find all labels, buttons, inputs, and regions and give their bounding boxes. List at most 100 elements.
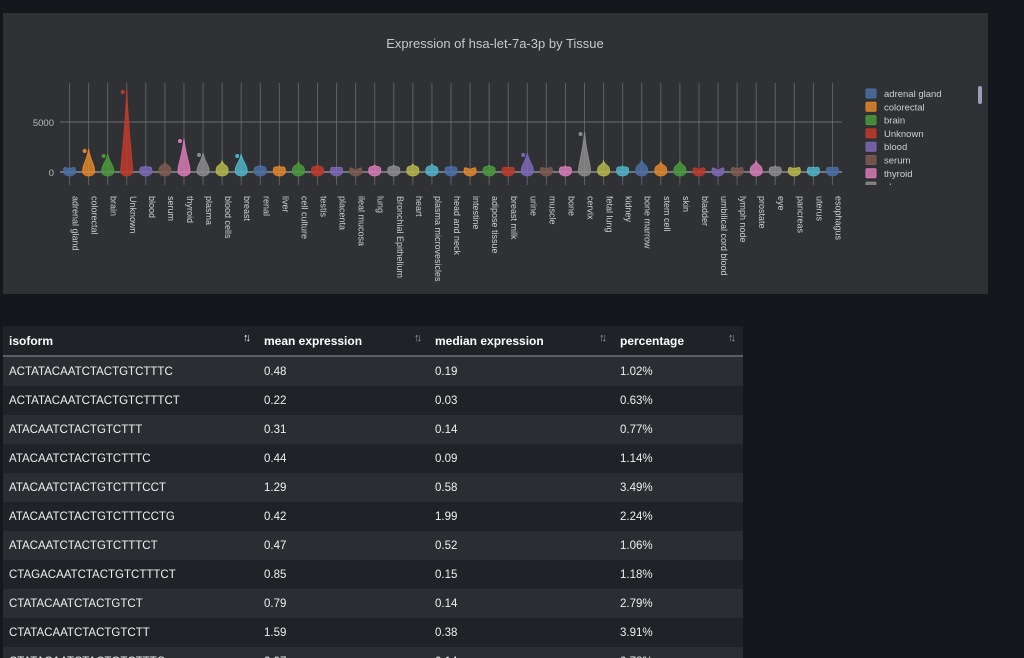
sort-asc-icon[interactable]: ↑↓ [243,332,251,344]
table-row[interactable]: CTATACAATCTACTGTCT 0.79 0.14 2.79% [3,589,743,618]
x-tick-label: plasma [204,196,214,225]
legend-item[interactable]: adrenal gland [865,88,942,100]
cell-mean: 0.79 [258,589,429,618]
violin[interactable] [482,163,496,177]
violins [63,89,839,177]
legend-item[interactable]: colorectal [865,101,925,113]
violin[interactable] [177,138,191,177]
table-row[interactable]: ATACAATCTACTGTCTTT 0.31 0.14 0.77% [3,415,743,444]
violin[interactable] [330,166,344,177]
violin[interactable] [406,162,420,177]
violin[interactable] [463,167,477,177]
legend-scrollbar[interactable] [978,86,982,104]
violin[interactable] [82,148,96,177]
violin[interactable] [349,167,363,177]
cell-isoform: ATACAATCTACTGTCTTTCCT [3,473,258,502]
violin[interactable] [196,152,210,177]
cell-mean: 0.48 [258,356,429,386]
x-tick-label: bone marrow [643,196,653,249]
violin[interactable] [368,163,382,177]
legend-item[interactable]: Unknown [865,128,924,140]
table-row[interactable]: CTAGACAATCTACTGTCTTTCT 0.85 0.15 1.18% [3,560,743,589]
col-header-percentage[interactable]: percentage ↑↓ [614,326,743,357]
violin[interactable] [616,164,630,177]
x-tick-label: adipose tissue [490,196,500,254]
legend-swatch [865,115,877,126]
cell-isoform: ACTATACAATCTACTGTCTTTCT [3,386,258,415]
table-row[interactable]: ATACAATCTACTGTCTTTC 0.44 0.09 1.14% [3,444,743,473]
sort-icon[interactable]: ↑↓ [414,332,422,344]
violin-body [425,162,439,177]
cell-isoform: ATACAATCTACTGTCTTTCT [3,531,258,560]
table-row[interactable]: ATACAATCTACTGTCTTTCCTG 0.42 1.99 2.24% [3,502,743,531]
violin[interactable] [310,163,324,177]
violin[interactable] [692,167,706,177]
violin[interactable] [444,164,458,177]
x-tick-label: intestine [471,196,481,230]
violin[interactable] [291,160,305,177]
legend[interactable]: adrenal gland colorectal brain Unknown blood… [861,88,971,197]
sort-icon[interactable]: ↑↓ [599,332,607,344]
violin[interactable] [387,163,401,177]
violin[interactable] [768,164,782,177]
violin[interactable] [158,160,172,177]
violin[interactable] [539,167,553,177]
legend-item[interactable]: thyroid [865,168,913,180]
violin[interactable] [597,159,611,177]
legend-label: colorectal [884,102,925,113]
violin[interactable] [120,89,134,177]
legend-swatch [865,128,877,139]
x-tick-label: testis [318,196,328,218]
col-header-label: mean expression [264,333,363,348]
violin-body [177,138,191,177]
violin[interactable] [234,153,248,177]
violin-body [234,153,248,177]
x-tick-label: breast milk [509,196,519,240]
legend-swatch [865,155,877,165]
cell-isoform: ATACAATCTACTGTCTTTC [3,444,258,473]
violin[interactable] [825,166,839,177]
col-header-median-expression[interactable]: median expression ↑↓ [429,326,614,357]
violin[interactable] [253,163,267,177]
violin[interactable] [578,131,592,177]
violin[interactable] [749,159,763,177]
violin[interactable] [63,167,77,177]
x-tick-label: muscle [547,196,557,225]
table-row[interactable]: ATACAATCTACTGTCTTTCCT 1.29 0.58 3.49% [3,473,743,502]
col-header-isoform[interactable]: isoform ↑↓ [3,326,258,357]
violin[interactable] [139,164,153,177]
violin[interactable] [425,162,439,177]
violin[interactable] [558,164,572,177]
violin[interactable] [101,153,115,177]
legend-item[interactable]: serum [865,155,910,167]
col-header-mean-expression[interactable]: mean expression ↑↓ [258,326,429,357]
cell-percentage: 0.77% [614,415,743,444]
sort-icon[interactable]: ↑↓ [728,332,736,344]
violin[interactable] [520,152,534,177]
violin[interactable] [673,159,687,177]
x-tick-label: kidney [624,196,634,223]
x-tick-label: ileal mucosa [357,196,367,246]
violin[interactable] [501,166,515,177]
x-tick-label: serum [166,196,176,221]
violin[interactable] [787,167,801,177]
legend-item[interactable]: brain [865,115,905,127]
legend-item[interactable]: blood [865,141,907,153]
violin[interactable] [272,164,286,177]
violin-body [654,160,668,177]
violin-body [330,166,344,177]
violin[interactable] [730,167,744,177]
violin[interactable] [806,166,820,177]
violin-body [520,152,534,177]
table-row[interactable]: ATACAATCTACTGTCTTTCT 0.47 0.52 1.06% [3,531,743,560]
table-row[interactable]: ACTATACAATCTACTGTCTTTC 0.48 0.19 1.02% [3,356,743,386]
x-tick-label: pancreas [795,196,805,234]
table-row[interactable]: ACTATACAATCTACTGTCTTTCT 0.22 0.03 0.63% [3,386,743,415]
violin[interactable] [654,160,668,177]
violin[interactable] [711,167,725,177]
table-row[interactable]: CTATACAATCTACTGTCTTTC2.970.140.78% [3,647,743,658]
violin[interactable] [215,159,229,177]
table-row[interactable]: CTATACAATCTACTGTCTT 1.59 0.38 3.91% [3,618,743,647]
x-tick-label: fetal lung [605,196,615,233]
violin[interactable] [635,159,649,177]
